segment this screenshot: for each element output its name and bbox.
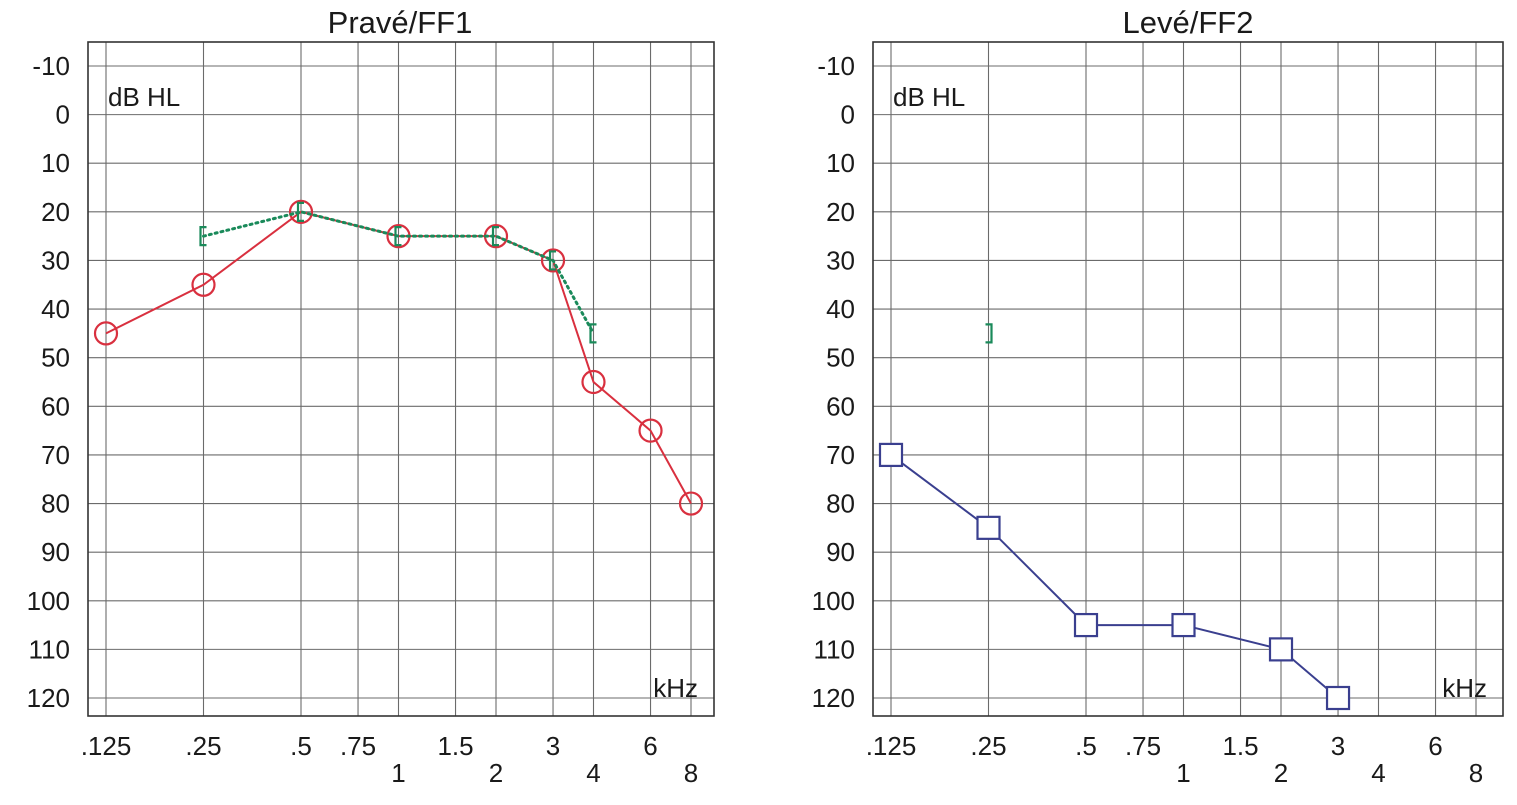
y-tick-label: 40 — [826, 294, 855, 324]
series-2 — [985, 323, 993, 344]
x-tick-label: 1 — [391, 758, 405, 788]
series-2 — [199, 201, 597, 344]
y-tick-label: 100 — [812, 586, 855, 616]
y-tick-label: 30 — [41, 245, 70, 275]
y-tick-label: 20 — [826, 197, 855, 227]
data-point-bracket — [589, 323, 597, 344]
data-point-circle — [93, 321, 119, 346]
y-tick-label: 110 — [29, 634, 70, 664]
y-tick-label: 40 — [41, 294, 70, 324]
plot-frame — [872, 41, 1504, 717]
x-axis-label: kHz — [1442, 673, 1487, 703]
x-tick-label: .75 — [1125, 731, 1161, 761]
y-tick-label: 60 — [41, 391, 70, 421]
y-tick-label: 90 — [41, 537, 70, 567]
x-tick-label: .5 — [1075, 731, 1097, 761]
y-tick-label: 10 — [41, 148, 70, 178]
data-point-bracket — [296, 201, 304, 222]
series-line — [105, 210, 692, 505]
data-point-square — [1325, 685, 1351, 711]
data-point-square — [1268, 637, 1294, 662]
chart-title: Pravé/FF1 — [328, 5, 473, 40]
x-tick-label: .5 — [290, 731, 312, 761]
x-tick-label: 2 — [1274, 758, 1288, 788]
x-tick-label: 1.5 — [1222, 731, 1258, 761]
y-tick-label: 60 — [826, 391, 855, 421]
x-tick-label: .75 — [340, 731, 376, 761]
x-tick-label: 8 — [1469, 758, 1483, 788]
y-tick-label: 50 — [826, 343, 855, 373]
data-point-circle — [540, 248, 566, 273]
x-tick-label: 3 — [546, 731, 560, 761]
x-tick-label: 1 — [1176, 758, 1190, 788]
y-tick-label: 20 — [41, 197, 70, 227]
data-point-square — [878, 442, 904, 468]
x-tick-label: 2 — [489, 758, 503, 788]
y-tick-label: 100 — [27, 586, 70, 616]
y-tick-label: 120 — [27, 683, 70, 713]
data-point-bracket — [199, 226, 207, 247]
plot-frame — [87, 41, 715, 717]
y-tick-label: 80 — [41, 489, 70, 519]
data-point-bracket — [394, 226, 402, 247]
data-point-circle — [678, 491, 704, 516]
y-tick-label: 30 — [826, 245, 855, 275]
y-axis-label: dB HL — [108, 82, 180, 112]
y-axis-label: dB HL — [893, 82, 965, 112]
data-point-bracket — [491, 226, 499, 247]
series-1 — [878, 442, 1351, 711]
series-line — [202, 210, 595, 335]
data-point-square — [1171, 612, 1196, 638]
x-tick-label: .25 — [970, 731, 1006, 761]
data-point-circle — [191, 272, 216, 297]
data-point-bracket — [985, 323, 993, 344]
y-tick-label: 80 — [826, 489, 855, 519]
y-tick-label: 70 — [826, 440, 855, 470]
y-tick-label: 0 — [841, 100, 855, 130]
chart-panel-2: Levé/FF2 -10 0 10 20 30 40 50 60 70 80 90 100 110 120.… — [812, 5, 1504, 788]
x-tick-label: .25 — [185, 731, 221, 761]
x-tick-label: 8 — [684, 758, 698, 788]
y-tick-label: 70 — [41, 440, 70, 470]
x-tick-label: .125 — [866, 731, 917, 761]
chart-panel-1: Pravé/FF1 -10 0 10 20 30 40 50 60 70 80 90 100 110 120… — [27, 5, 715, 788]
y-tick-label: 10 — [826, 148, 855, 178]
x-axis-label: kHz — [653, 673, 698, 703]
x-tick-label: 1.5 — [437, 731, 473, 761]
y-tick-label: 110 — [814, 634, 855, 664]
y-tick-label: 90 — [826, 537, 855, 567]
x-tick-label: 4 — [586, 758, 600, 788]
x-tick-label: .125 — [81, 731, 132, 761]
y-tick-label: 0 — [56, 100, 70, 130]
chart-title: Levé/FF2 — [1123, 5, 1254, 40]
y-tick-label: -10 — [817, 51, 855, 81]
x-tick-label: 6 — [643, 731, 657, 761]
x-tick-label: 4 — [1371, 758, 1385, 788]
series-line — [890, 454, 1339, 699]
data-point-bracket — [548, 250, 557, 271]
x-tick-label: 3 — [1331, 731, 1345, 761]
data-point-square — [1073, 612, 1099, 638]
data-point-circle — [581, 369, 606, 395]
y-tick-label: -10 — [32, 51, 70, 81]
data-point-circle — [288, 199, 314, 224]
x-tick-label: 6 — [1428, 731, 1442, 761]
y-tick-label: 120 — [812, 683, 855, 713]
data-point-circle — [638, 418, 663, 443]
y-tick-label: 50 — [41, 343, 70, 373]
data-point-square — [976, 515, 1001, 540]
